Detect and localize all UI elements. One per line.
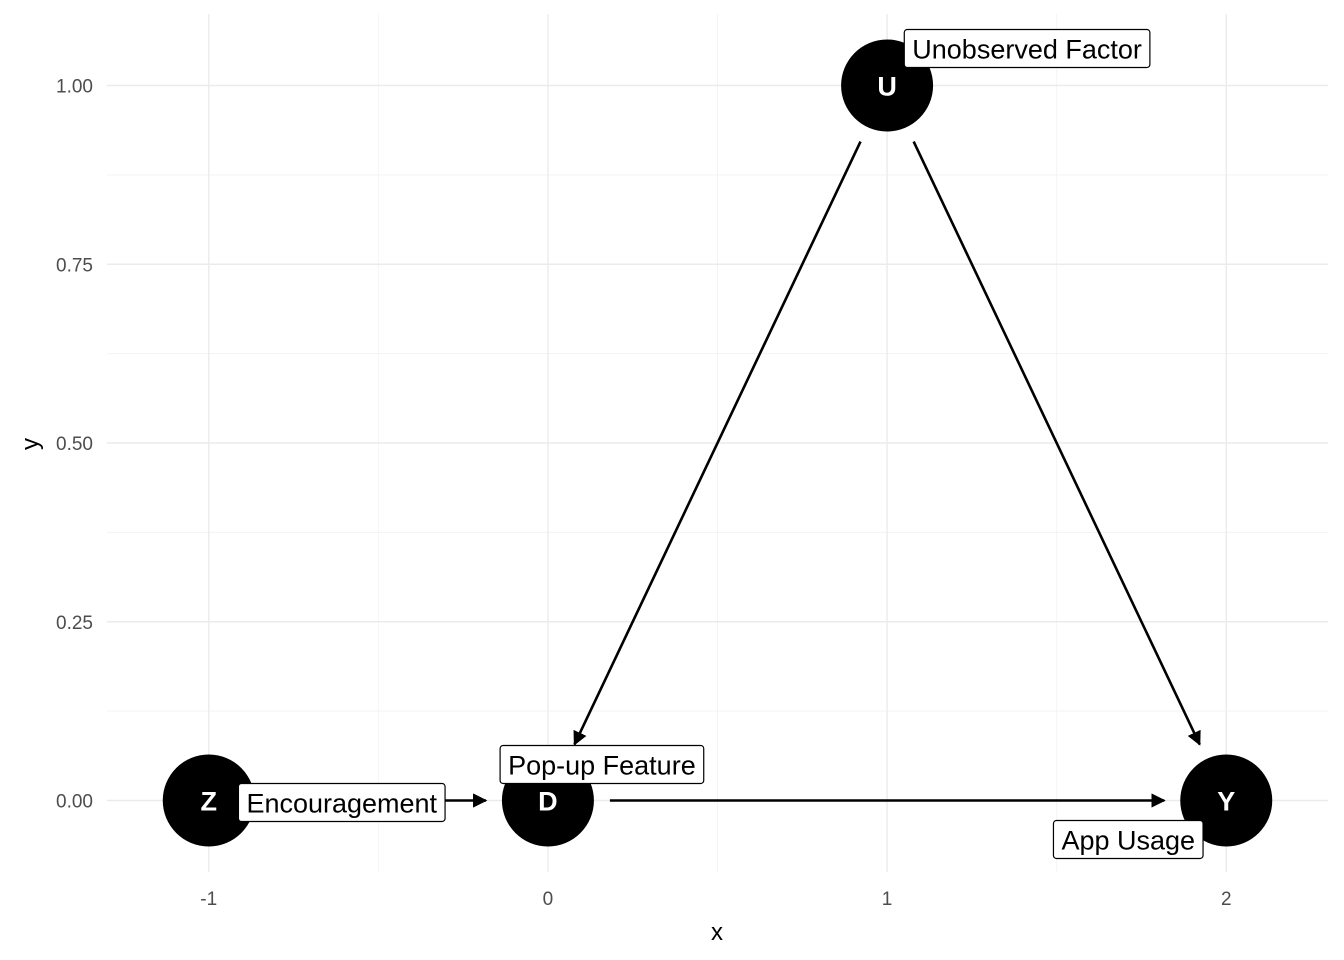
node-z <box>162 754 255 847</box>
dag-labels: Encouragement Pop-up Feature Unobserved Fa… <box>237 28 1204 860</box>
label-box <box>1052 819 1204 860</box>
label-text: Encouragement <box>246 789 437 819</box>
label-text: Pop-up Feature <box>508 751 696 781</box>
label-box <box>903 28 1151 69</box>
y-tick-label: 0.00 <box>56 792 93 813</box>
y-tick-label: 1.00 <box>56 77 93 98</box>
x-tick-label: -1 <box>200 889 217 910</box>
y-tick-label: 0.75 <box>56 255 93 276</box>
x-tick-label: 2 <box>1221 889 1232 910</box>
edge-u-to-d <box>573 140 862 746</box>
node-z-label: Encouragement <box>237 782 446 823</box>
label-text: Unobserved Factor <box>912 35 1142 65</box>
node-d-letter: D <box>538 787 558 817</box>
node-u-letter: U <box>877 72 897 102</box>
x-axis-title: x <box>711 919 723 946</box>
node-z-letter: Z <box>201 787 218 817</box>
node-u-label: Unobserved Factor <box>903 28 1151 69</box>
label-text: App Usage <box>1061 826 1195 856</box>
node-y-label: App Usage <box>1052 819 1204 860</box>
y-tick-label: 0.25 <box>56 613 93 634</box>
x-tick-label: 0 <box>543 889 554 910</box>
label-box <box>499 744 705 785</box>
node-d-label: Pop-up Feature <box>499 744 705 785</box>
y-axis-title: y <box>17 438 44 450</box>
axis-ticks: -1 0 1 2 0.00 0.25 0.50 0.75 1.00 <box>56 77 1232 911</box>
edge-u-to-y <box>912 140 1201 746</box>
y-tick-label: 0.50 <box>56 434 93 455</box>
label-box <box>237 782 446 823</box>
dag-edges <box>270 140 1201 808</box>
node-y-letter: Y <box>1217 787 1235 817</box>
x-tick-label: 1 <box>882 889 893 910</box>
